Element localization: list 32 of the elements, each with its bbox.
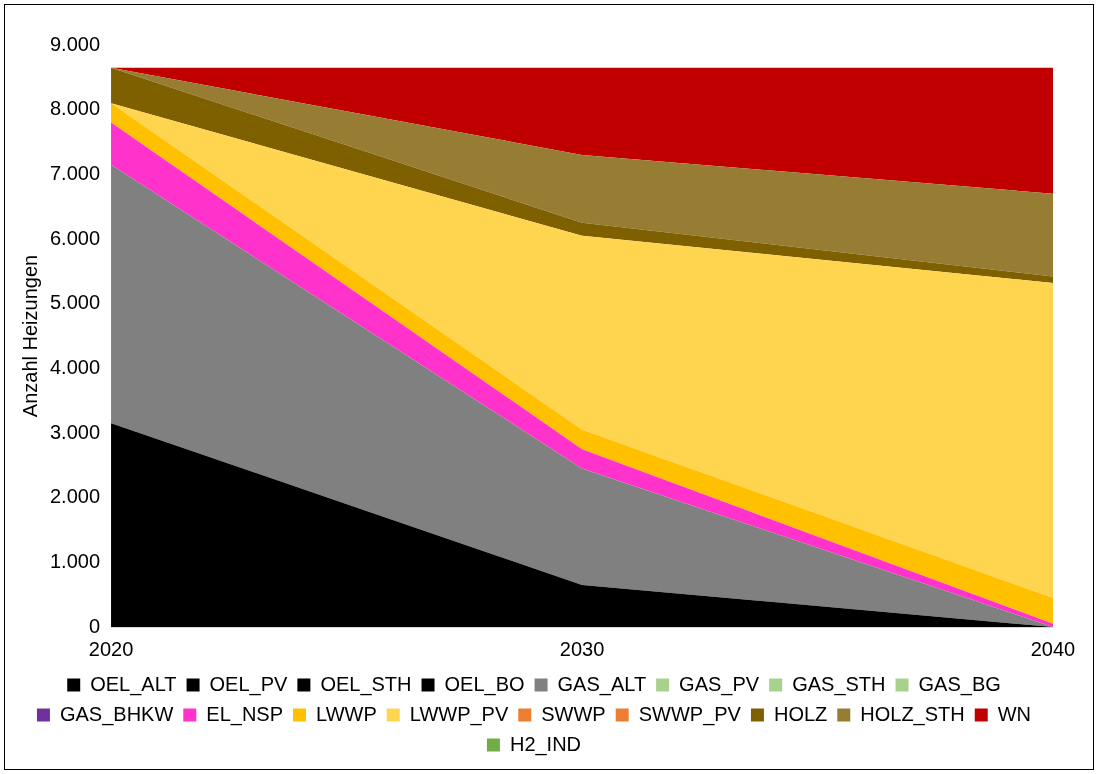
y-tick-label: 8.000 [49, 97, 101, 120]
y-tick-label: 5.000 [49, 291, 101, 314]
legend-label: OEL_PV [209, 672, 289, 696]
y-tick-label: 3.000 [49, 420, 101, 443]
legend-label: SWWP [541, 702, 606, 725]
legend-label: HOLZ [773, 702, 828, 725]
x-tick-label: 2030 [559, 637, 605, 660]
y-tick-label: 7.000 [49, 161, 101, 184]
legend-label: GAS_BG [918, 672, 1001, 696]
legend-label: LWWP [316, 702, 377, 725]
legend-label: H2_IND [509, 732, 582, 756]
legend-label: HOLZ_STH [860, 702, 965, 726]
x-tick-label: 2020 [88, 637, 134, 660]
y-axis-title: Anzahl Heizungen [18, 254, 41, 418]
y-tick-label: 1.000 [49, 549, 101, 572]
legend-label: GAS_STH [792, 672, 886, 696]
legend-label: GAS_ALT [557, 672, 647, 696]
y-tick-label: 0 [88, 614, 101, 637]
y-tick-label: 2.000 [49, 485, 101, 508]
legend-label: OEL_STH [320, 672, 412, 696]
legend-label: OEL_ALT [90, 672, 177, 696]
legend-label: EL_NSP [206, 702, 284, 726]
legend-label: WN [997, 702, 1032, 725]
x-tick-label: 2040 [1030, 637, 1076, 660]
legend-label: GAS_PV [679, 672, 760, 696]
legend-label: LWWP_PV [409, 702, 509, 726]
y-tick-label: 4.000 [49, 355, 101, 378]
legend-label: OEL_BO [444, 672, 525, 696]
y-tick-label: 9.000 [49, 32, 101, 55]
legend-label: GAS_BHKW [59, 702, 174, 726]
y-tick-label: 6.000 [49, 226, 101, 249]
legend-label: SWWP_PV [638, 702, 742, 726]
